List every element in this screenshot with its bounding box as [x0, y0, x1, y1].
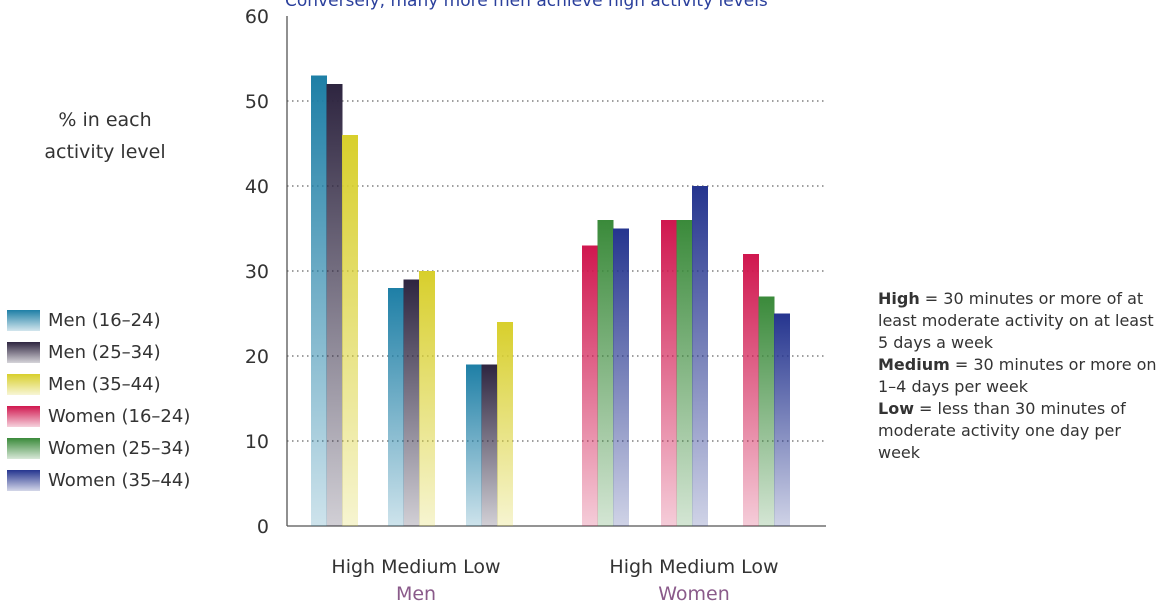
legend-label: Men (25–34)	[48, 341, 161, 363]
bar-men-medium-series-2	[403, 279, 420, 526]
y-tick-label: 60	[245, 6, 269, 28]
legend-item-women-16-24: Women (16–24)	[7, 400, 190, 432]
legend-swatch	[7, 373, 40, 395]
y-tick-label: 10	[245, 431, 269, 453]
x-group-label-men: Men	[396, 583, 436, 605]
y-axis-label: % in each activity level	[30, 104, 180, 168]
legend-item-women-35-44: Women (35–44)	[7, 464, 190, 496]
bar-women-high-series-3	[613, 228, 629, 526]
legend-label: Men (16–24)	[48, 309, 161, 331]
bar-women-medium-series-3	[692, 186, 708, 526]
legend-swatch	[7, 469, 40, 491]
y-tick-label: 50	[245, 91, 269, 113]
y-tick-label: 20	[245, 346, 269, 368]
bar-women-low-series-2	[758, 296, 775, 526]
x-group-label-women: Women	[658, 583, 730, 605]
x-category-labels-men: High Medium Low	[331, 556, 500, 578]
legend-label: Women (35–44)	[48, 469, 191, 491]
legend-item-men-25-34: Men (25–34)	[7, 336, 190, 368]
medium-term: Medium	[878, 355, 950, 374]
y-tick-label: 30	[245, 261, 269, 283]
bar-men-low-series-1	[466, 364, 482, 526]
legend-item-men-35-44: Men (35–44)	[7, 368, 190, 400]
y-axis-label-line-2: activity level	[44, 141, 166, 163]
bars	[311, 75, 790, 526]
legend-item-men-16-24: Men (16–24)	[7, 304, 190, 336]
high-definition: = 30 minutes or more of at least moderat…	[878, 289, 1154, 352]
bar-men-high-series-1	[311, 75, 327, 526]
legend-swatch	[7, 437, 40, 459]
legend-item-women-25-34: Women (25–34)	[7, 432, 190, 464]
legend-label: Women (25–34)	[48, 437, 191, 459]
legend-swatch	[7, 309, 40, 331]
legend-label: Men (35–44)	[48, 373, 161, 395]
y-tick-label: 40	[245, 176, 269, 198]
bar-women-high-series-1	[582, 245, 598, 526]
y-tick-label: 0	[257, 516, 269, 538]
legend: Men (16–24) Men (25–34) Men (35–44) Wome…	[7, 304, 190, 496]
bar-women-medium-series-2	[676, 220, 693, 526]
legend-swatch	[7, 341, 40, 363]
bar-men-high-series-3	[342, 135, 358, 526]
axis-labels: 0 10 20 30 40 50 60 High Medium Low Men High Medi…	[245, 6, 779, 605]
activity-level-definitions: High = 30 minutes or more of at least mo…	[878, 288, 1163, 464]
bar-women-medium-series-1	[661, 220, 677, 526]
medium-definition: = 30 minutes or more on 1–4 days per wee…	[878, 355, 1157, 396]
legend-label: Women (16–24)	[48, 405, 191, 427]
chart-title: Conversely, many more men achieve high a…	[285, 0, 768, 11]
y-axis-label-line-1: % in each	[58, 109, 152, 131]
axes	[286, 16, 826, 527]
low-definition: = less than 30 minutes of moderate activ…	[878, 399, 1126, 462]
low-term: Low	[878, 399, 914, 418]
bar-women-low-series-1	[743, 254, 759, 526]
bar-men-medium-series-1	[388, 288, 404, 526]
bar-men-low-series-3	[497, 322, 513, 526]
x-category-labels-women: High Medium Low	[609, 556, 778, 578]
legend-swatch	[7, 405, 40, 427]
bar-women-low-series-3	[774, 313, 790, 526]
high-term: High	[878, 289, 920, 308]
bar-women-high-series-2	[597, 220, 614, 526]
bar-men-medium-series-3	[419, 271, 435, 526]
bar-men-low-series-2	[481, 364, 498, 526]
bar-men-high-series-2	[326, 84, 343, 526]
